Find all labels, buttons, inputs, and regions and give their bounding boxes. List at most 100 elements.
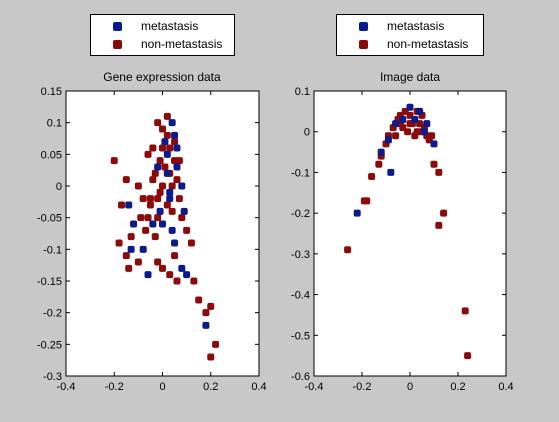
image-data-point-metastasis: [416, 107, 424, 115]
gene-expression-x-tick-label: 0: [159, 381, 165, 393]
gene-expression-point-non-metastasis: [175, 195, 183, 203]
gene-expression-point-non-metastasis: [151, 169, 159, 177]
legend-entry-metastasis: metastasis: [337, 18, 485, 36]
image-data-point-non-metastasis: [461, 307, 469, 315]
image-data-point-non-metastasis: [464, 352, 472, 360]
gene-expression-point-metastasis: [156, 207, 164, 215]
gene-expression-point-non-metastasis: [183, 226, 191, 234]
gene-expression-point-non-metastasis: [175, 157, 183, 165]
image-data-y-tick-label: -0.3: [291, 249, 310, 261]
gene-expression-point-non-metastasis: [149, 144, 157, 152]
gene-expression-point-non-metastasis: [173, 176, 181, 184]
gene-expression-point-non-metastasis: [134, 182, 142, 190]
gene-expression-y-tick-label: -0.1: [43, 244, 62, 256]
gene-expression-point-metastasis: [168, 119, 176, 127]
image-data-x-tick-label: 0: [407, 381, 413, 393]
gene-expression-point-non-metastasis: [166, 144, 174, 152]
gene-expression-point-non-metastasis: [154, 195, 162, 203]
gene-expression-y-tick-label: 0.1: [47, 118, 62, 130]
gene-expression-point-non-metastasis: [125, 264, 133, 272]
image-data-point-non-metastasis: [368, 173, 376, 180]
gene-expression-point-metastasis: [149, 220, 157, 228]
legend-label-non-metastasis: non-metastasis: [387, 37, 469, 51]
image-data-point-metastasis: [406, 103, 414, 111]
gene-expression-point-non-metastasis: [159, 125, 166, 133]
gene-expression-point-non-metastasis: [115, 239, 123, 247]
gene-expression-point-non-metastasis: [156, 188, 164, 196]
gene-expression-point-metastasis: [163, 150, 171, 158]
gene-expression-y-tick-label: 0.15: [41, 86, 62, 98]
gene-expression-point-metastasis: [139, 245, 147, 253]
gene-expression-y-tick-label: -0.15: [37, 276, 62, 288]
image-data-point-metastasis: [420, 128, 428, 136]
gene-expression-x-tick-label: -0.4: [57, 381, 76, 393]
gene-expression-point-non-metastasis: [154, 214, 162, 222]
image-data-point-non-metastasis: [430, 160, 438, 168]
gene-expression-x-tick-label: 0.4: [251, 381, 266, 393]
gene-expression-point-non-metastasis: [173, 277, 181, 285]
legend-entry-metastasis: metastasis: [91, 18, 236, 36]
gene-expression-point-non-metastasis: [149, 176, 157, 184]
image-data-x-tick-label: -0.4: [305, 381, 324, 393]
image-data-y-tick-label: -0.2: [291, 208, 310, 220]
gene-expression-point-non-metastasis: [163, 112, 171, 120]
image-data-y-tick-label: -0.4: [291, 290, 310, 302]
image-data-ticks: -0.4 -0.2 0 0.2 0.4 -0.6 -0.5 -0.4 -0.3 -0.2 -0.1 0…: [291, 86, 514, 393]
gene-expression-points: [110, 112, 220, 361]
image-data-point-non-metastasis: [413, 128, 421, 136]
image-data-x-tick-label: 0.4: [498, 381, 513, 393]
legend-entry-non-metastasis: non-metastasis: [337, 36, 485, 54]
gene-expression-point-non-metastasis: [212, 340, 220, 348]
gene-expression-point-metastasis: [202, 321, 210, 329]
image-data-title: Image data: [380, 70, 440, 84]
gene-expression-point-non-metastasis: [144, 214, 152, 222]
gene-expression-point-non-metastasis: [178, 214, 186, 222]
gene-expression-point-metastasis: [130, 220, 138, 228]
gene-expression-point-metastasis: [171, 131, 179, 139]
gene-expression-point-metastasis: [168, 226, 176, 234]
image-data-x-tick-label: -0.2: [353, 381, 372, 393]
gene-expression-point-metastasis: [178, 264, 186, 272]
gene-expression-point-non-metastasis: [122, 252, 130, 260]
gene-expression-x-tick-label: 0.2: [203, 381, 218, 393]
gene-expression-point-metastasis: [180, 207, 188, 215]
gene-expression-point-non-metastasis: [154, 258, 162, 266]
gene-expression-point-non-metastasis: [117, 201, 125, 209]
image-data-point-metastasis: [411, 116, 419, 123]
image-data-chart: Image data -0.4 -0.2 0 0.2 0.4-0.6-0.5-0.4-0…: [291, 70, 514, 393]
image-data-point-metastasis: [387, 168, 395, 176]
gene-expression-point-non-metastasis: [159, 264, 166, 272]
gene-expression-point-metastasis: [144, 271, 152, 279]
gene-expression-point-metastasis: [173, 144, 181, 152]
image-data-point-metastasis: [377, 148, 385, 156]
image-data-y-tick-label: -0.5: [291, 330, 310, 342]
gene-expression-point-non-metastasis: [171, 138, 179, 146]
image-data-y-tick-label: -0.1: [291, 167, 310, 179]
gene-expression-point-metastasis: [161, 138, 169, 146]
legend-label-non-metastasis: non-metastasis: [141, 37, 223, 51]
gene-expression-y-tick-label: -0.25: [37, 339, 62, 351]
image-data-axes-frame: [313, 90, 507, 377]
gene-expression-x-tick-label: -0.2: [105, 381, 124, 393]
gene-expression-point-non-metastasis: [151, 233, 159, 241]
image-data-point-metastasis: [430, 140, 438, 148]
image-data-point-non-metastasis: [428, 132, 436, 140]
gene-expression-point-metastasis: [171, 239, 179, 247]
legend-label-metastasis: metastasis: [387, 19, 445, 33]
gene-expression-point-metastasis: [125, 201, 133, 209]
image-data-point-metastasis: [353, 209, 361, 217]
gene-expression-point-metastasis: [183, 271, 191, 279]
gene-expression-title: Gene expression data: [103, 70, 221, 84]
image-data-point-metastasis: [399, 116, 407, 123]
image-data-y-tick-label: 0: [304, 127, 310, 139]
gene-expression-point-non-metastasis: [156, 157, 164, 165]
gene-expression-point-non-metastasis: [207, 353, 215, 361]
gene-expression-ticks: -0.4 -0.2 0 0.2 0.4 -0.3 -0.25 -0.2 -0.15 -0.1 -0.…: [37, 86, 267, 393]
gene-expression-point-non-metastasis: [195, 296, 203, 304]
non-metastasis-marker-icon: [113, 40, 122, 49]
legend-entry-non-metastasis: non-metastasis: [91, 36, 236, 54]
gene-expression-point-non-metastasis: [137, 214, 145, 222]
legend-label-metastasis: metastasis: [141, 19, 199, 33]
gene-expression-point-non-metastasis: [207, 302, 215, 310]
